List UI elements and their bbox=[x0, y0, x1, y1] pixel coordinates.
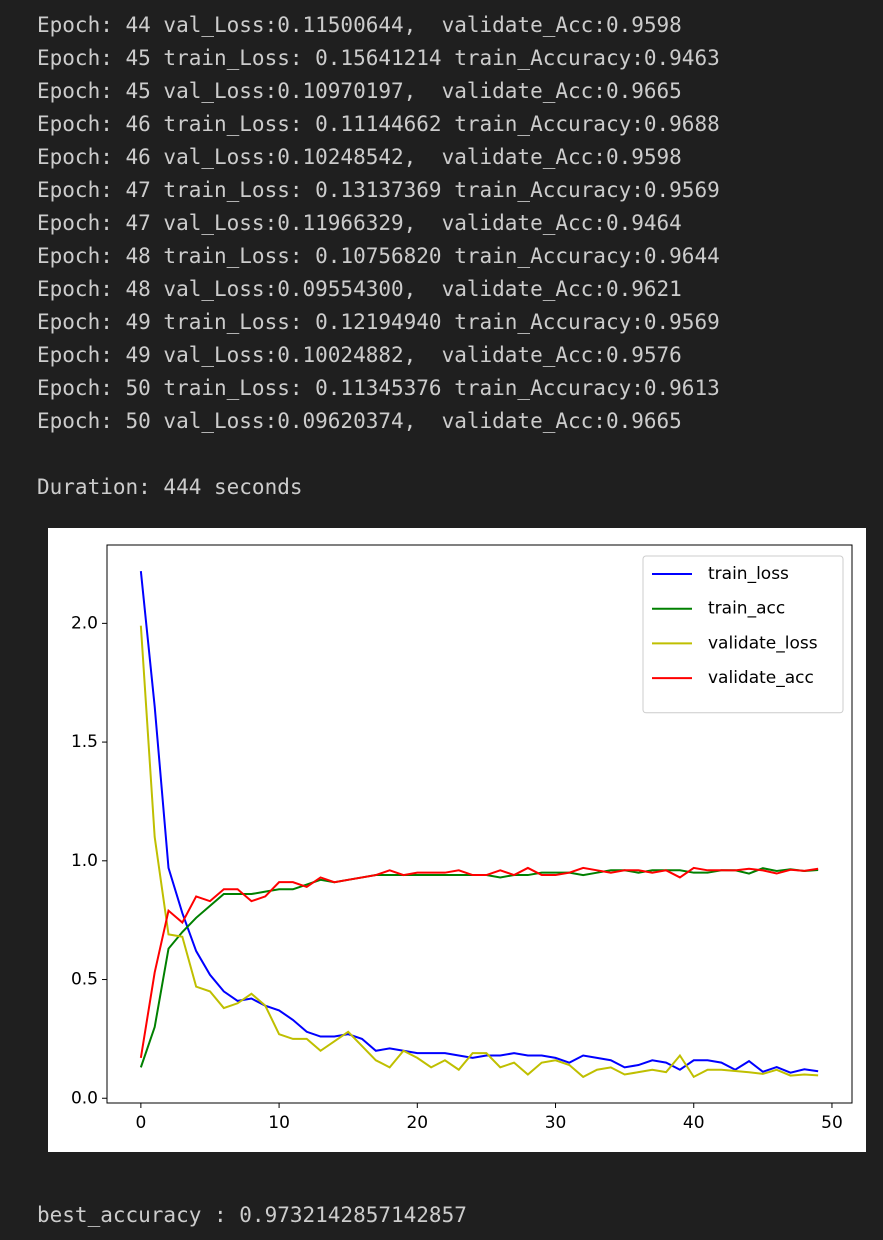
data-line bbox=[139, 625, 819, 1079]
log-line: Epoch: 45 train_Loss: 0.15641214 train_A… bbox=[37, 45, 720, 70]
y-tick-label: 2.0 bbox=[71, 613, 98, 633]
legend-label: validate_acc bbox=[708, 668, 814, 688]
log-line: Epoch: 44 val_Loss:0.11500644, validate_… bbox=[37, 12, 682, 37]
legend-label: validate_loss bbox=[708, 633, 818, 653]
x-tick-label: 0 bbox=[135, 1113, 146, 1133]
x-tick-label: 30 bbox=[545, 1113, 567, 1133]
log-line: Epoch: 49 val_Loss:0.10024882, validate_… bbox=[37, 342, 682, 367]
y-tick-label: 0.5 bbox=[71, 970, 98, 990]
data-line bbox=[139, 867, 819, 1068]
log-line: Epoch: 46 train_Loss: 0.11144662 train_A… bbox=[37, 111, 720, 136]
log-line: Epoch: 46 val_Loss:0.10248542, validate_… bbox=[37, 144, 682, 169]
chart: 0 10 20 30 40 50 0.0 0.5 1.0 1.5 2.0 train_losstrai… bbox=[48, 528, 866, 1152]
x-tick-label: 40 bbox=[683, 1113, 705, 1133]
axes-frame bbox=[106, 544, 853, 1104]
y-tick-label: 1.0 bbox=[71, 851, 98, 871]
log-line: Epoch: 50 train_Loss: 0.11345376 train_A… bbox=[37, 375, 720, 400]
data-line bbox=[139, 866, 819, 1059]
legend-box bbox=[642, 555, 844, 714]
x-tick-label: 50 bbox=[821, 1113, 843, 1133]
legend-label: train_loss bbox=[708, 564, 789, 584]
log-line: Epoch: 48 val_Loss:0.09554300, validate_… bbox=[37, 276, 682, 301]
log-line: Epoch: 48 train_Loss: 0.10756820 train_A… bbox=[37, 243, 720, 268]
log-line: Epoch: 45 val_Loss:0.10970197, validate_… bbox=[37, 78, 682, 103]
log-line: Epoch: 47 train_Loss: 0.13137369 train_A… bbox=[37, 177, 720, 202]
y-tick-label: 1.5 bbox=[71, 732, 98, 752]
log-line: Epoch: 49 train_Loss: 0.12194940 train_A… bbox=[37, 309, 720, 334]
log-line: Epoch: 47 val_Loss:0.11966329, validate_… bbox=[37, 210, 682, 235]
data-line bbox=[139, 571, 819, 1074]
legend-label: train_acc bbox=[708, 599, 785, 619]
x-tick-label: 20 bbox=[406, 1113, 428, 1133]
y-tick-label: 0.0 bbox=[71, 1088, 98, 1108]
x-tick-label: 10 bbox=[268, 1113, 290, 1133]
log-line: Epoch: 50 val_Loss:0.09620374, validate_… bbox=[37, 408, 682, 433]
duration-line: Duration: 444 seconds bbox=[37, 474, 303, 499]
result-line: best_accuracy : 0.9732142857142857 bbox=[37, 1202, 467, 1227]
